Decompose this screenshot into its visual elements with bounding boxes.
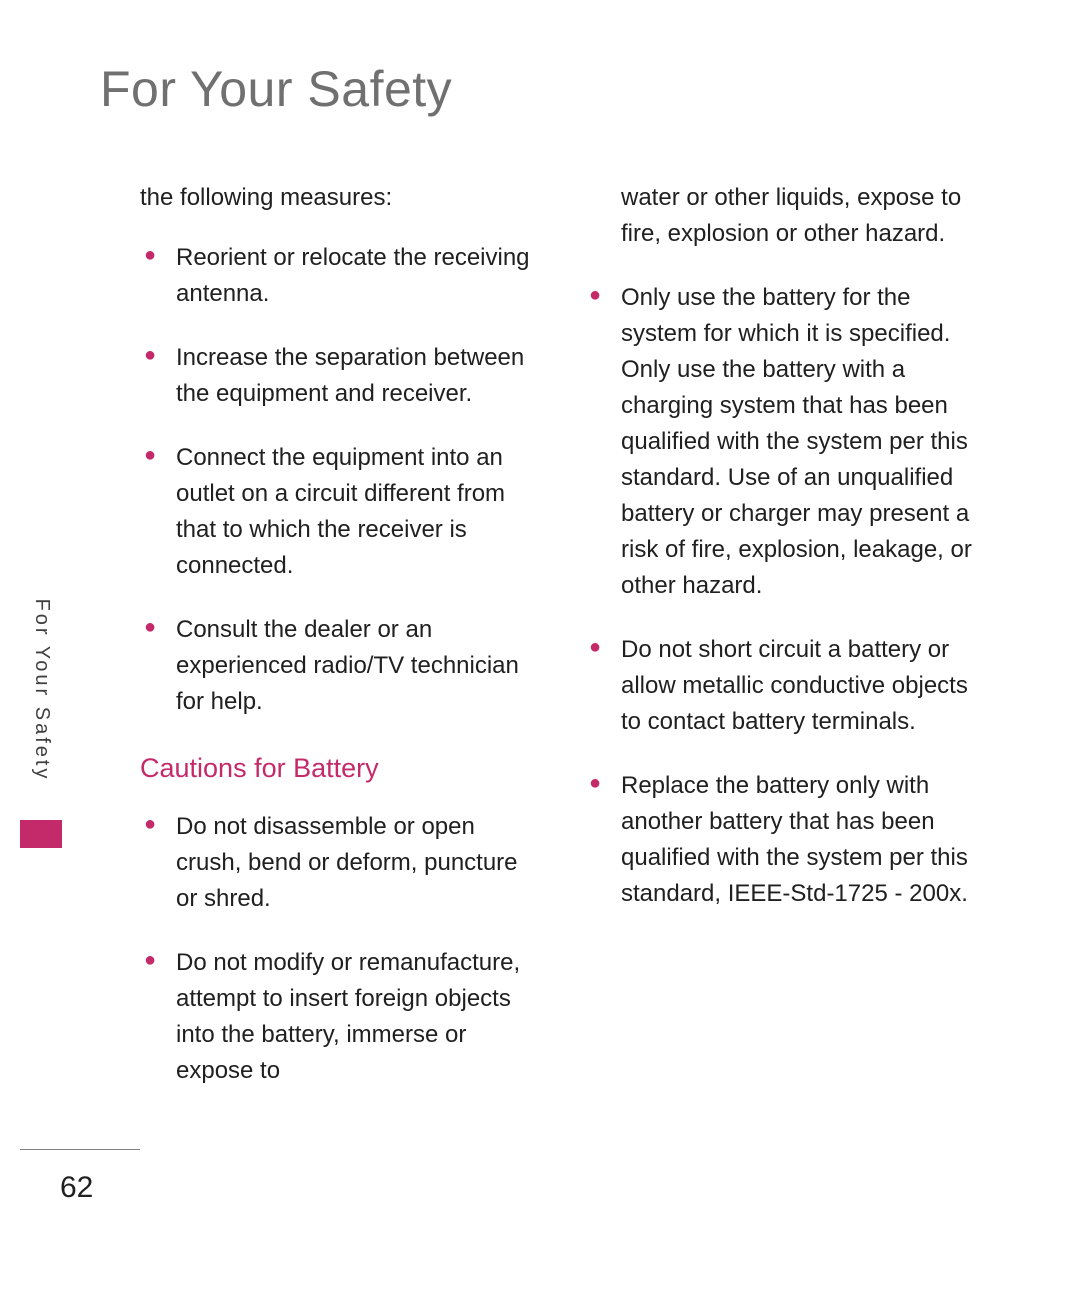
right-column: water or other liquids, expose to fire, …	[585, 180, 990, 1117]
cautions-subhead: Cautions for Battery	[140, 748, 545, 789]
continuation-text: water or other liquids, expose to fire, …	[585, 180, 990, 252]
side-accent-bar	[20, 820, 62, 848]
side-section-label: For Your Safety	[30, 599, 53, 782]
list-item: Do not modify or remanufacture, attempt …	[140, 945, 545, 1089]
page-title: For Your Safety	[100, 60, 452, 118]
list-item: Reorient or relocate the receiving anten…	[140, 240, 545, 312]
page-number: 62	[60, 1171, 93, 1205]
list-item: Do not short circuit a battery or allow …	[585, 632, 990, 740]
measures-list: Reorient or relocate the receiving anten…	[140, 240, 545, 720]
intro-text: the following measures:	[140, 180, 545, 216]
footer-divider	[20, 1149, 140, 1150]
list-item: Connect the equipment into an outlet on …	[140, 440, 545, 584]
list-item: Increase the separation between the equi…	[140, 340, 545, 412]
list-item: Consult the dealer or an experienced rad…	[140, 612, 545, 720]
cautions-list-left: Do not disassemble or open crush, bend o…	[140, 809, 545, 1089]
document-page: For Your Safety For Your Safety the foll…	[0, 0, 1080, 1295]
left-column: the following measures: Reorient or relo…	[140, 180, 545, 1117]
cautions-list-right: Only use the battery for the system for …	[585, 280, 990, 912]
list-item: Only use the battery for the system for …	[585, 280, 990, 604]
list-item: Do not disassemble or open crush, bend o…	[140, 809, 545, 917]
list-item: Replace the battery only with another ba…	[585, 768, 990, 912]
body-content: the following measures: Reorient or relo…	[140, 180, 990, 1117]
